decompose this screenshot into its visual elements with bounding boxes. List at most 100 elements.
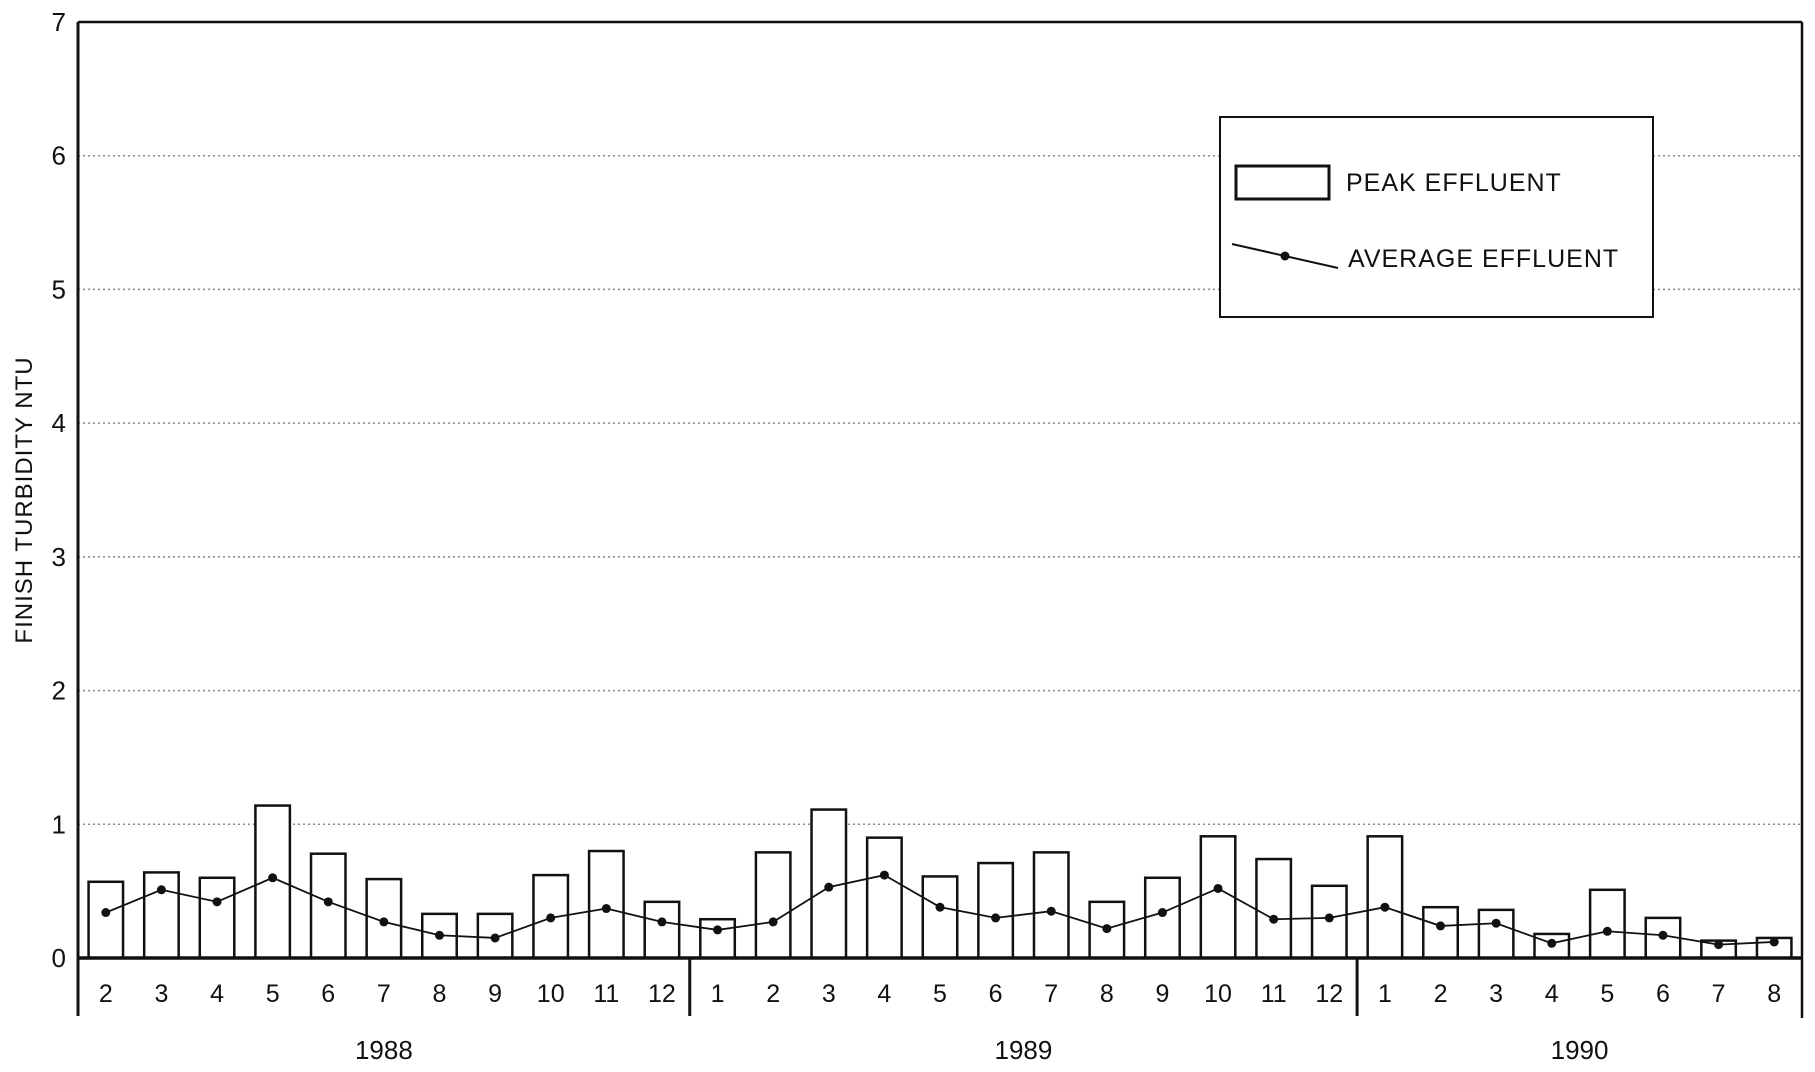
x-month-label: 6	[321, 980, 335, 1008]
x-month-label: 3	[154, 980, 168, 1008]
peak-effluent-bar	[1032, 851, 1070, 960]
average-effluent-point	[768, 917, 778, 927]
y-tick-label: 4	[52, 408, 66, 438]
x-month-label: 3	[1489, 980, 1503, 1008]
average-effluent-point	[1658, 930, 1668, 940]
legend-box	[1219, 116, 1654, 318]
x-month-label: 3	[822, 980, 836, 1008]
x-month-label: 12	[1315, 980, 1343, 1008]
average-effluent-point	[1602, 926, 1612, 936]
x-month-label: 10	[537, 980, 565, 1008]
y-tick-label: 6	[52, 141, 66, 171]
average-effluent-point	[1436, 921, 1446, 931]
peak-effluent-bar	[1199, 835, 1237, 960]
legend-line-marker	[1280, 251, 1290, 261]
average-effluent-point	[991, 913, 1001, 923]
average-effluent-point	[156, 885, 166, 895]
x-month-label: 7	[377, 980, 391, 1008]
average-effluent-point	[268, 873, 278, 883]
x-month-label: 2	[99, 980, 113, 1008]
x-month-label: 12	[648, 980, 676, 1008]
peak-effluent-bar	[1422, 905, 1460, 960]
average-effluent-point	[879, 870, 889, 880]
x-month-label: 11	[593, 980, 619, 1008]
peak-effluent-bar	[1143, 876, 1181, 960]
x-year-label: 1988	[355, 1035, 413, 1065]
x-month-label: 9	[488, 980, 502, 1008]
x-month-label: 5	[1600, 980, 1614, 1008]
legend-average-label: AVERAGE EFFLUENT	[1348, 245, 1619, 273]
x-month-label: 1	[1378, 980, 1392, 1008]
x-month-label: 11	[1261, 980, 1287, 1008]
peak-effluent-bars	[87, 804, 1793, 960]
y-axis-label: FINISH TURBIDITY NTU	[11, 356, 38, 643]
peak-effluent-bar	[142, 871, 180, 960]
x-month-label: 1	[711, 980, 725, 1008]
peak-effluent-bar	[198, 876, 236, 960]
legend-peak-label: PEAK EFFLUENT	[1346, 169, 1562, 197]
average-effluent-point	[1714, 940, 1724, 950]
x-year-labels: 1988 1989 1990	[355, 1035, 1609, 1065]
peak-effluent-bar	[754, 851, 792, 960]
y-tick-label: 2	[52, 676, 66, 706]
x-month-label: 5	[266, 980, 280, 1008]
x-month-label: 4	[210, 980, 224, 1008]
legend-bar-swatch	[1234, 164, 1331, 201]
x-month-label: 8	[1100, 980, 1114, 1008]
average-effluent-point	[379, 917, 389, 927]
average-effluent-point	[323, 897, 333, 907]
x-month-label: 2	[766, 980, 780, 1008]
average-effluent-point	[490, 933, 500, 943]
peak-effluent-bar	[1477, 908, 1515, 960]
average-effluent-point	[824, 882, 834, 892]
x-month-label: 4	[1545, 980, 1559, 1008]
peak-effluent-bar	[1255, 857, 1293, 960]
average-effluent-point	[434, 930, 444, 940]
x-year-label: 1990	[1551, 1035, 1609, 1065]
x-month-label: 4	[877, 980, 891, 1008]
x-month-label: 7	[1712, 980, 1726, 1008]
average-effluent-point	[657, 917, 667, 927]
average-effluent-point	[1380, 902, 1390, 912]
average-effluent-point	[1046, 906, 1056, 916]
x-year-label: 1989	[994, 1035, 1052, 1065]
x-month-labels: 2 3 4 5 6 7 8 9 10 11 12 1 2 3 4 5 6 7 8 9 10 11 12 1 2 3 4 5 6 7 8	[99, 980, 1781, 1008]
y-tick-label: 7	[52, 7, 66, 37]
average-effluent-point	[935, 902, 945, 912]
average-effluent-point	[1213, 883, 1223, 893]
average-effluent-point	[1157, 908, 1167, 918]
average-effluent-point	[1102, 924, 1112, 934]
x-month-label: 2	[1434, 980, 1448, 1008]
axes	[76, 20, 1804, 1018]
average-effluent-point	[1769, 937, 1779, 947]
y-tick-label: 5	[52, 274, 66, 304]
average-effluent-point	[1547, 938, 1557, 948]
peak-effluent-bar	[699, 917, 737, 960]
average-effluent-line	[101, 870, 1779, 950]
x-month-label: 8	[1767, 980, 1781, 1008]
x-month-label: 8	[433, 980, 447, 1008]
peak-effluent-bar	[977, 861, 1015, 960]
y-tick-labels: 0 1 2 3 4 5 6 7	[52, 7, 66, 973]
x-month-label: 6	[989, 980, 1003, 1008]
average-effluent-point	[1324, 913, 1334, 923]
peak-effluent-bar	[1366, 835, 1404, 960]
average-effluent-point	[546, 913, 556, 923]
peak-effluent-bar	[1588, 888, 1626, 960]
average-effluent-point	[212, 897, 222, 907]
average-effluent-point	[601, 904, 611, 914]
x-month-label: 6	[1656, 980, 1670, 1008]
y-tick-label: 1	[52, 809, 66, 839]
y-tick-label: 0	[52, 943, 66, 973]
average-effluent-point	[713, 925, 723, 935]
x-month-label: 7	[1044, 980, 1058, 1008]
x-month-label: 9	[1155, 980, 1169, 1008]
peak-effluent-bar	[87, 880, 125, 960]
average-effluent-point	[1491, 918, 1501, 928]
peak-effluent-bar	[865, 836, 903, 960]
average-effluent-point	[101, 908, 111, 918]
peak-effluent-bar	[643, 900, 681, 960]
x-month-label: 5	[933, 980, 947, 1008]
average-effluent-point	[1269, 914, 1279, 924]
